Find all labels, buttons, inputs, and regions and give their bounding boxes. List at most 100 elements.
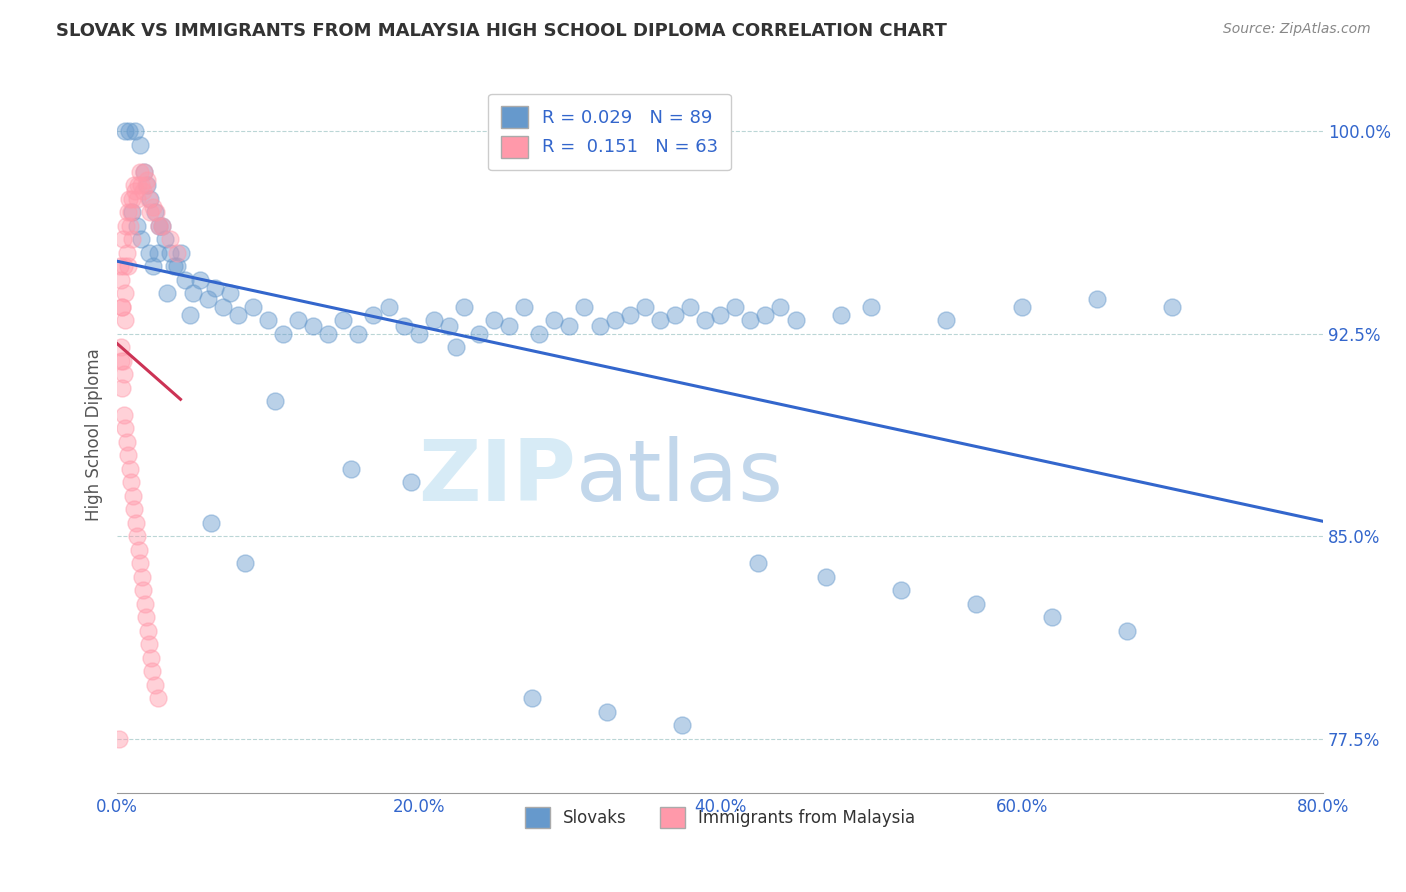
Point <box>814 570 837 584</box>
Point <box>127 529 149 543</box>
Point <box>107 731 129 746</box>
Point <box>134 597 156 611</box>
Point <box>124 124 146 138</box>
Point <box>159 232 181 246</box>
Point <box>148 219 170 233</box>
Point <box>316 326 339 341</box>
Point <box>664 308 686 322</box>
Point <box>169 245 191 260</box>
Point <box>603 313 626 327</box>
Point <box>125 219 148 233</box>
Point <box>392 318 415 333</box>
Point <box>482 313 505 327</box>
Point <box>596 705 619 719</box>
Point <box>117 205 139 219</box>
Point <box>142 260 165 274</box>
Point <box>120 205 142 219</box>
Point <box>754 308 776 322</box>
Point <box>110 273 132 287</box>
Point <box>135 610 157 624</box>
Point <box>125 192 148 206</box>
Point <box>112 408 135 422</box>
Point <box>108 260 131 274</box>
Point <box>136 173 159 187</box>
Point <box>131 178 153 193</box>
Point <box>138 245 160 260</box>
Text: Source: ZipAtlas.com: Source: ZipAtlas.com <box>1223 22 1371 37</box>
Text: ZIP: ZIP <box>418 436 575 519</box>
Point <box>148 691 170 706</box>
Point <box>128 137 150 152</box>
Point <box>136 178 159 193</box>
Point <box>785 313 807 327</box>
Point <box>271 326 294 341</box>
Point <box>558 318 581 333</box>
Point <box>115 245 138 260</box>
Point <box>1040 610 1063 624</box>
Point <box>363 308 385 322</box>
Text: SLOVAK VS IMMIGRANTS FROM MALAYSIA HIGH SCHOOL DIPLOMA CORRELATION CHART: SLOVAK VS IMMIGRANTS FROM MALAYSIA HIGH … <box>56 22 948 40</box>
Point <box>340 462 363 476</box>
Point <box>408 326 430 341</box>
Point <box>124 516 146 530</box>
Point <box>226 308 249 322</box>
Point <box>121 232 143 246</box>
Point <box>498 318 520 333</box>
Point <box>163 260 186 274</box>
Point <box>152 219 174 233</box>
Point <box>138 192 160 206</box>
Point <box>453 300 475 314</box>
Point <box>965 597 987 611</box>
Point <box>588 318 610 333</box>
Point <box>117 260 139 274</box>
Point <box>112 368 135 382</box>
Point <box>118 192 141 206</box>
Point <box>437 318 460 333</box>
Point <box>724 300 747 314</box>
Point <box>156 286 179 301</box>
Y-axis label: High School Diploma: High School Diploma <box>86 349 103 522</box>
Point <box>114 286 136 301</box>
Point <box>110 354 132 368</box>
Point <box>693 313 716 327</box>
Point <box>128 165 150 179</box>
Point <box>769 300 792 314</box>
Point <box>132 184 155 198</box>
Point <box>347 326 370 341</box>
Point <box>131 232 153 246</box>
Point <box>529 326 551 341</box>
Point <box>935 313 957 327</box>
Text: atlas: atlas <box>575 436 783 519</box>
Point <box>135 178 157 193</box>
Point <box>634 300 657 314</box>
Point <box>145 205 167 219</box>
Point <box>120 475 142 490</box>
Point <box>890 583 912 598</box>
Point <box>422 313 444 327</box>
Point <box>112 232 135 246</box>
Point <box>134 165 156 179</box>
Point <box>1161 300 1184 314</box>
Point <box>679 300 702 314</box>
Point <box>128 542 150 557</box>
Point <box>121 192 143 206</box>
Point <box>166 260 188 274</box>
Point <box>114 421 136 435</box>
Point <box>377 300 399 314</box>
Point <box>124 184 146 198</box>
Point <box>121 205 143 219</box>
Point <box>219 286 242 301</box>
Point <box>141 664 163 678</box>
Point <box>257 313 280 327</box>
Point <box>1116 624 1139 638</box>
Point <box>143 205 166 219</box>
Point <box>115 219 138 233</box>
Point <box>118 462 141 476</box>
Point <box>139 205 162 219</box>
Point <box>115 434 138 449</box>
Point <box>619 308 641 322</box>
Point <box>1011 300 1033 314</box>
Point <box>204 281 226 295</box>
Point <box>111 354 134 368</box>
Point <box>302 318 325 333</box>
